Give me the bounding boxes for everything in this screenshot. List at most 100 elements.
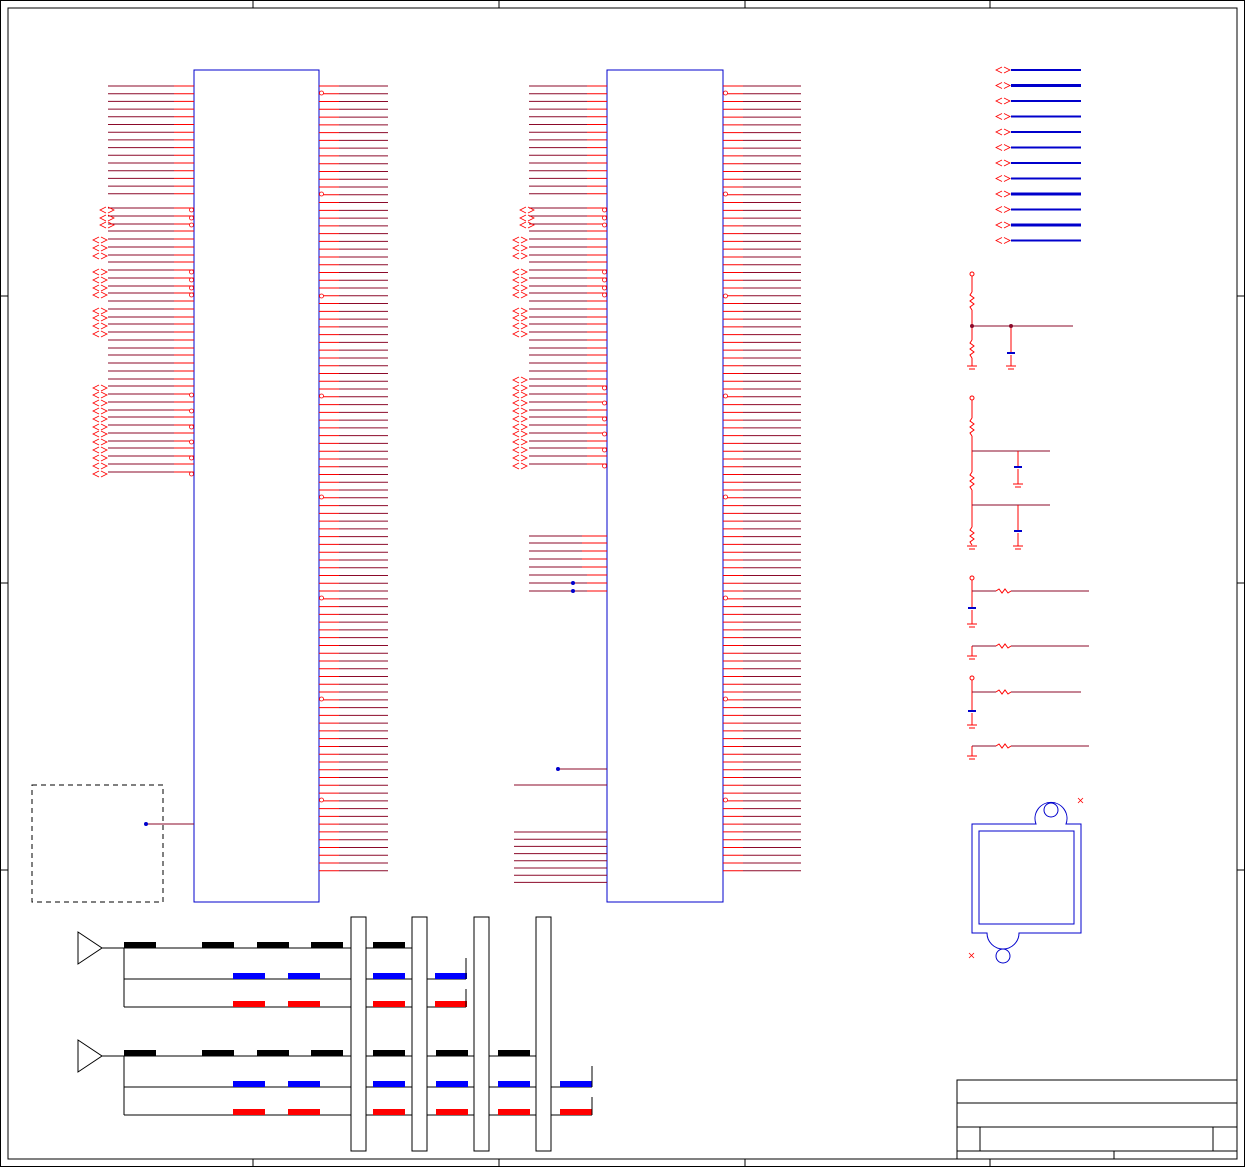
black-marker [124, 942, 156, 948]
port-arrow [520, 252, 528, 260]
port-arrow [107, 221, 115, 229]
port-arrow [512, 462, 520, 470]
rc-filter-4 [967, 743, 1089, 760]
inversion-bubble [189, 392, 194, 398]
resistor-divider-2 [967, 395, 1050, 550]
red-marker [288, 1001, 320, 1007]
blue-marker [373, 973, 405, 979]
port-arrow [520, 291, 528, 299]
inversion-bubble [189, 471, 194, 477]
blue-marker [233, 1081, 265, 1087]
port-arrow [519, 206, 527, 214]
dashed-region [31, 784, 164, 903]
port-arrow [92, 307, 100, 315]
inversion-bubble [189, 408, 194, 414]
port-arrow [512, 236, 520, 244]
blue-marker [288, 1081, 320, 1087]
port-arrow [527, 221, 535, 229]
port-arrow [1003, 237, 1011, 244]
inversion-bubble [602, 416, 607, 422]
sheet-border-inner [7, 7, 1238, 1160]
rail-bar [350, 916, 367, 1152]
blue-marker [233, 973, 265, 979]
port-arrow [512, 407, 520, 415]
port-arrow [100, 438, 108, 446]
port-arrow [1003, 190, 1011, 198]
port-arrow [995, 97, 1003, 105]
port-arrow [527, 206, 535, 214]
inversion-bubble [723, 191, 728, 197]
port-arrow [100, 391, 108, 399]
port-arrow [512, 423, 520, 431]
port-arrow [1003, 144, 1011, 151]
buffer-triangle [77, 1039, 103, 1073]
port-arrow [512, 252, 520, 260]
ic-right-body [606, 69, 724, 903]
black-marker [257, 1050, 289, 1056]
port-arrow [512, 399, 520, 407]
port-arrow [1003, 97, 1011, 105]
port-arrow [527, 214, 535, 222]
inversion-bubble [189, 439, 194, 445]
port-arrow [100, 236, 108, 244]
port-arrow [1003, 66, 1011, 74]
inversion-bubble [319, 90, 324, 96]
port-arrow [520, 446, 528, 454]
port-arrow [100, 322, 108, 330]
blue-marker [373, 1081, 405, 1087]
blue-marker [288, 973, 320, 979]
inversion-bubble [723, 595, 728, 601]
inversion-bubble [189, 285, 194, 291]
rail-bar [473, 916, 490, 1152]
inversion-bubble [602, 215, 607, 221]
port-arrow [512, 438, 520, 446]
black-marker [373, 1050, 405, 1056]
port-arrow [100, 268, 108, 276]
port-arrow [520, 391, 528, 399]
port-arrow [100, 276, 108, 284]
inversion-bubble [723, 696, 728, 702]
black-marker [311, 1050, 343, 1056]
ic-right-pins [512, 85, 801, 883]
port-arrow [92, 430, 100, 438]
port-arrow [107, 206, 115, 214]
blue-marker [498, 1081, 530, 1087]
port-arrow [100, 430, 108, 438]
module-footprint [971, 802, 1082, 964]
port-arrow [92, 384, 100, 392]
junction-dot [571, 589, 575, 593]
port-arrow [519, 221, 527, 229]
port-arrow [512, 268, 520, 276]
black-marker [124, 1050, 156, 1056]
port-arrow [99, 206, 107, 214]
port-arrow [100, 407, 108, 415]
port-arrow [92, 407, 100, 415]
port-arrow [995, 113, 1003, 120]
red-marker [233, 1001, 265, 1007]
bus-ports [995, 66, 1081, 244]
inversion-bubble [319, 797, 324, 803]
port-arrow [100, 252, 108, 260]
port-arrow [520, 438, 528, 446]
inversion-bubble [602, 447, 607, 453]
port-arrow [512, 384, 520, 392]
rail-bar [535, 916, 552, 1152]
port-arrow [92, 391, 100, 399]
inversion-bubble [319, 293, 324, 299]
red-marker [498, 1109, 530, 1115]
port-arrow [995, 82, 1003, 89]
inversion-bubble [319, 494, 324, 500]
inversion-bubble [189, 277, 194, 283]
port-arrow [520, 276, 528, 284]
black-marker [311, 942, 343, 948]
red-marker [373, 1001, 405, 1007]
port-arrow [92, 438, 100, 446]
blue-marker [436, 1081, 468, 1087]
junction-dot [1009, 324, 1013, 328]
no-connect-marks [968, 797, 1084, 959]
port-arrow [99, 221, 107, 229]
junction-dot [571, 581, 575, 585]
title-block [956, 1079, 1238, 1160]
port-arrow [100, 454, 108, 462]
port-arrow [512, 276, 520, 284]
